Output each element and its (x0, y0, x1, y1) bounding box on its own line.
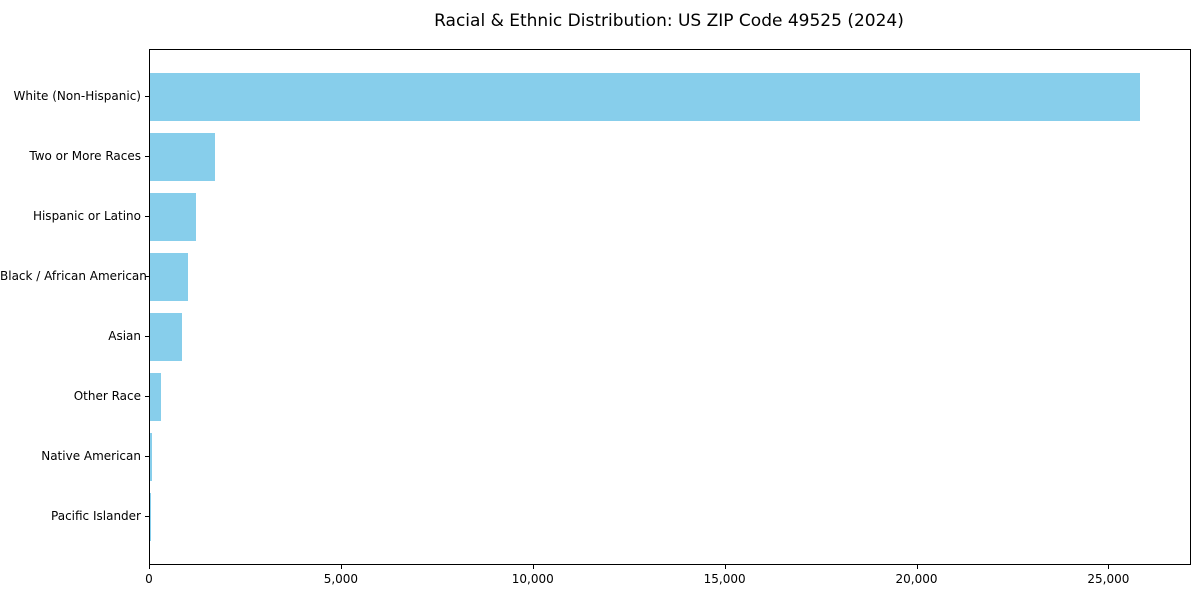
x-axis-tick-label: 0 (145, 572, 153, 586)
y-axis-tick-label: Two or More Races (29, 149, 141, 164)
x-axis-tick-label: 15,000 (703, 572, 746, 586)
x-axis-tick-label: 5,000 (323, 572, 359, 586)
bar (150, 432, 152, 481)
y-axis-tick-label: Hispanic or Latino (32, 209, 141, 224)
y-axis-tick-label: Other Race (73, 388, 141, 403)
y-tick-mark (145, 336, 149, 337)
bar (150, 372, 162, 421)
y-axis-tick-label: White (Non-Hispanic) (13, 89, 141, 104)
y-tick-mark (145, 276, 149, 277)
y-axis-tick-label: Native American (41, 448, 141, 463)
bar (150, 133, 216, 182)
x-tick-mark (1108, 565, 1109, 569)
bar (150, 492, 151, 541)
x-tick-mark (149, 565, 150, 569)
y-axis-tick-label: Pacific Islander (51, 508, 141, 523)
bar (150, 73, 1141, 122)
x-tick-mark (917, 565, 918, 569)
x-axis-tick-label: 25,000 (1087, 572, 1130, 586)
y-tick-mark (145, 396, 149, 397)
y-tick-mark (145, 456, 149, 457)
bar (150, 193, 197, 242)
y-tick-mark (145, 516, 149, 517)
bar (150, 312, 183, 361)
x-tick-mark (533, 565, 534, 569)
bar (150, 253, 189, 302)
y-axis-tick-label: Black / African American (0, 269, 147, 284)
y-axis-tick-label: Asian (108, 328, 141, 343)
y-tick-mark (145, 156, 149, 157)
plot-area (149, 49, 1191, 565)
y-tick-mark (145, 96, 149, 97)
x-axis-tick-label: 10,000 (511, 572, 554, 586)
y-tick-mark (145, 216, 149, 217)
x-axis-tick-label: 20,000 (895, 572, 938, 586)
chart-title: Racial & Ethnic Distribution: US ZIP Cod… (434, 11, 904, 31)
x-tick-mark (341, 565, 342, 569)
x-tick-mark (725, 565, 726, 569)
